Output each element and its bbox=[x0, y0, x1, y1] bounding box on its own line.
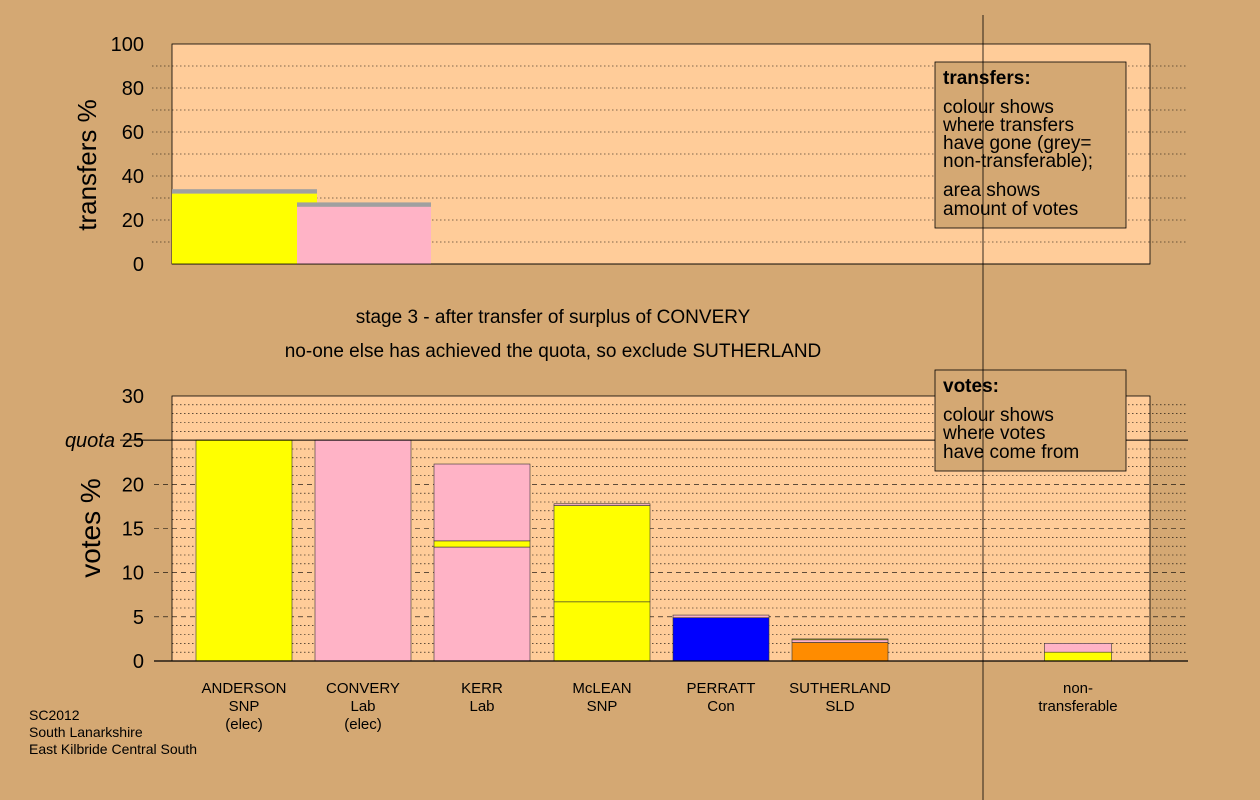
transfers-bars bbox=[172, 189, 1150, 265]
candidate-label: transferable bbox=[1038, 698, 1117, 715]
vote-bar-segment bbox=[314, 439, 412, 662]
candidate-label: Lab bbox=[469, 698, 494, 715]
vote-bar-segment bbox=[672, 617, 770, 662]
vote-bar-segment bbox=[553, 505, 651, 603]
footer: SC2012 South Lanarkshire East Kilbride C… bbox=[29, 707, 197, 757]
transfers-legend-line: colour shows bbox=[943, 97, 1054, 118]
transfers-tick-label: 60 bbox=[122, 122, 144, 144]
transfers-chart: 0 20 40 60 80 100 transfers % transfers: colo… bbox=[72, 34, 1188, 276]
vote-bar-segment bbox=[553, 503, 651, 506]
candidate-label: SNP bbox=[587, 698, 618, 715]
votes-tick-label: 10 bbox=[122, 563, 144, 585]
status-heading: no-one else has achieved the quota, so e… bbox=[285, 341, 822, 362]
vote-bar-segment bbox=[433, 463, 531, 542]
vote-bar-segment bbox=[553, 601, 651, 662]
transfers-legend-line: non-transferable); bbox=[943, 151, 1093, 172]
transfers-axis-title: transfers % bbox=[72, 99, 102, 231]
candidate-label: McLEAN bbox=[572, 680, 631, 697]
transfers-tick-label: 0 bbox=[133, 254, 144, 276]
transfers-tick-label: 100 bbox=[111, 34, 144, 56]
votes-tick-label: 25 bbox=[122, 430, 144, 452]
footer-line: East Kilbride Central South bbox=[29, 741, 197, 757]
transfers-tick-labels: 0 20 40 60 80 100 bbox=[111, 34, 144, 276]
votes-tick-label: 15 bbox=[122, 519, 144, 541]
candidate-label: Con bbox=[707, 698, 735, 715]
votes-category-labels: ANDERSONSNP(elec)CONVERYLab(elec)KERRLab… bbox=[201, 680, 1117, 733]
votes-bars bbox=[120, 439, 1188, 662]
candidate-label: (elec) bbox=[225, 716, 263, 733]
votes-tick-label: 30 bbox=[122, 386, 144, 408]
candidate-label: ANDERSON bbox=[201, 680, 286, 697]
vote-bar-segment bbox=[1044, 643, 1112, 653]
transfers-tick-label: 20 bbox=[122, 210, 144, 232]
vote-bar-segment bbox=[791, 642, 889, 662]
transfers-legend-box bbox=[934, 61, 1127, 229]
footer-line: South Lanarkshire bbox=[29, 724, 143, 740]
transfers-tick-label: 40 bbox=[122, 166, 144, 188]
candidate-label: PERRATT bbox=[687, 680, 756, 697]
votes-tick-labels: 0 5 10 15 20 25 30 bbox=[122, 386, 144, 673]
votes-legend-title: votes: bbox=[943, 376, 999, 397]
votes-tick-label: 5 bbox=[133, 607, 144, 629]
transfers-legend-line: area shows bbox=[943, 180, 1040, 201]
votes-axis-title: votes % bbox=[75, 478, 106, 578]
transfers-tick-label: 80 bbox=[122, 78, 144, 100]
vote-bar-segment bbox=[195, 439, 293, 662]
votes-legend-line: colour shows bbox=[943, 405, 1054, 426]
votes-legend-line: have come from bbox=[943, 442, 1079, 463]
vote-bar-segment bbox=[433, 540, 531, 548]
vote-bar-segment bbox=[1044, 651, 1112, 662]
vote-bar-segment bbox=[791, 638, 889, 641]
transfers-legend-line: amount of votes bbox=[943, 199, 1078, 220]
footer-line: SC2012 bbox=[29, 707, 80, 723]
candidate-label: SNP bbox=[229, 698, 260, 715]
transfers-legend-line: have gone (grey= bbox=[943, 133, 1091, 154]
votes-legend-box bbox=[934, 369, 1127, 472]
candidate-label: Lab bbox=[350, 698, 375, 715]
transfer-bar-segment bbox=[172, 189, 317, 194]
transfers-legend-line: where transfers bbox=[942, 115, 1074, 136]
candidate-label: KERR bbox=[461, 680, 503, 697]
transfers-legend: transfers: colour shows where transfers … bbox=[934, 61, 1127, 229]
transfer-bar-segment bbox=[297, 202, 431, 207]
vote-bar-segment bbox=[672, 614, 770, 619]
votes-tick-label: 0 bbox=[133, 651, 144, 673]
vote-bar-segment bbox=[433, 546, 531, 662]
quota-label: quota bbox=[65, 430, 115, 452]
transfer-bar-segment bbox=[297, 204, 431, 264]
candidate-label: SLD bbox=[825, 698, 854, 715]
candidate-label: non- bbox=[1063, 680, 1093, 697]
votes-legend-line: where votes bbox=[942, 423, 1045, 444]
transfers-legend-title: transfers: bbox=[943, 68, 1031, 89]
stage-heading: stage 3 - after transfer of surplus of C… bbox=[356, 307, 751, 328]
candidate-label: (elec) bbox=[344, 716, 382, 733]
votes-legend: votes: colour shows where votes have com… bbox=[934, 369, 1127, 472]
transfer-bar-segment bbox=[172, 193, 317, 264]
vote-bar-segment bbox=[791, 639, 889, 643]
votes-tick-label: 20 bbox=[122, 474, 144, 496]
candidate-label: SUTHERLAND bbox=[789, 680, 891, 697]
candidate-label: CONVERY bbox=[326, 680, 400, 697]
